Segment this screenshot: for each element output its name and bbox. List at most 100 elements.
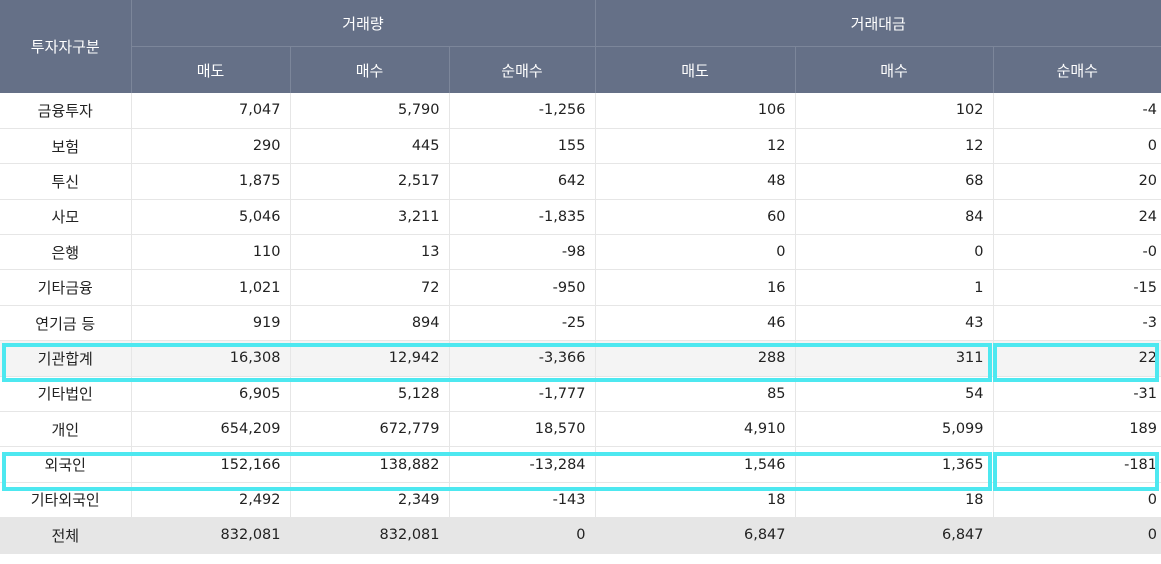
value-buy-cell: 0 <box>795 234 994 271</box>
value-buy-cell: 311 <box>795 340 994 377</box>
table-row: 외국인 152,166 138,882 -13,284 1,546 1,365 … <box>0 446 1161 483</box>
value-sell-cell: 16 <box>595 269 796 306</box>
table-row: 기타법인 6,905 5,128 -1,777 85 54 -31 <box>0 376 1161 413</box>
volume-net-cell: 18,570 <box>449 411 596 448</box>
value-buy-cell: 18 <box>795 482 994 519</box>
volume-net-cell: 0 <box>449 517 596 554</box>
volume-sell-cell: 110 <box>131 234 291 271</box>
volume-buy-cell: 3,211 <box>290 199 450 236</box>
volume-net-cell: -143 <box>449 482 596 519</box>
table-row: 사모 5,046 3,211 -1,835 60 84 24 <box>0 199 1161 236</box>
volume-net-cell: 155 <box>449 128 596 165</box>
value-sell-cell: 48 <box>595 163 796 200</box>
table-row: 보험 290 445 155 12 12 0 <box>0 128 1161 165</box>
volume-sell-cell: 2,492 <box>131 482 291 519</box>
row-label: 보험 <box>0 128 132 165</box>
row-label: 기타법인 <box>0 376 132 413</box>
value-net-cell: -0 <box>993 234 1161 271</box>
value-net-cell: 24 <box>993 199 1161 236</box>
volume-net-cell: -1,835 <box>449 199 596 236</box>
value-sell-cell: 288 <box>595 340 796 377</box>
row-label: 기타금융 <box>0 269 132 306</box>
row-label: 투신 <box>0 163 132 200</box>
volume-net-cell: -1,777 <box>449 376 596 413</box>
value-sell-cell: 0 <box>595 234 796 271</box>
header-volume-net: 순매수 <box>449 46 596 93</box>
row-label: 전체 <box>0 517 132 554</box>
value-net-cell: 20 <box>993 163 1161 200</box>
volume-sell-cell: 832,081 <box>131 517 291 554</box>
value-sell-cell: 60 <box>595 199 796 236</box>
header-value-sell: 매도 <box>595 46 796 93</box>
value-buy-cell: 1 <box>795 269 994 306</box>
volume-sell-cell: 7,047 <box>131 93 291 129</box>
volume-net-cell: -3,366 <box>449 340 596 377</box>
volume-buy-cell: 5,790 <box>290 93 450 129</box>
total-row: 전체 832,081 832,081 0 6,847 6,847 0 <box>0 517 1161 554</box>
row-label: 외국인 <box>0 446 132 483</box>
row-label: 기관합계 <box>0 340 132 377</box>
header-value-net: 순매수 <box>993 46 1161 93</box>
row-label: 사모 <box>0 199 132 236</box>
volume-sell-cell: 16,308 <box>131 340 291 377</box>
table-row: 기타외국인 2,492 2,349 -143 18 18 0 <box>0 482 1161 519</box>
table-body: 금융투자 7,047 5,790 -1,256 106 102 -4 보험 29… <box>0 93 1161 554</box>
value-sell-cell: 46 <box>595 305 796 342</box>
subtotal-row: 기관합계 16,308 12,942 -3,366 288 311 22 <box>0 340 1161 377</box>
value-net-cell: 0 <box>993 128 1161 165</box>
value-net-cell: -3 <box>993 305 1161 342</box>
value-net-cell: 0 <box>993 517 1161 554</box>
volume-sell-cell: 6,905 <box>131 376 291 413</box>
table-row: 개인 654,209 672,779 18,570 4,910 5,099 18… <box>0 411 1161 448</box>
value-buy-cell: 54 <box>795 376 994 413</box>
volume-net-cell: 642 <box>449 163 596 200</box>
value-buy-cell: 6,847 <box>795 517 994 554</box>
header-volume-sell: 매도 <box>131 46 291 93</box>
value-buy-cell: 5,099 <box>795 411 994 448</box>
header-value-buy: 매수 <box>795 46 994 93</box>
volume-sell-cell: 1,875 <box>131 163 291 200</box>
volume-buy-cell: 138,882 <box>290 446 450 483</box>
row-label: 기타외국인 <box>0 482 132 519</box>
volume-buy-cell: 5,128 <box>290 376 450 413</box>
value-buy-cell: 1,365 <box>795 446 994 483</box>
value-sell-cell: 12 <box>595 128 796 165</box>
row-label: 연기금 등 <box>0 305 132 342</box>
volume-buy-cell: 672,779 <box>290 411 450 448</box>
volume-sell-cell: 152,166 <box>131 446 291 483</box>
header-group-value: 거래대금 <box>595 0 1161 47</box>
header-volume-buy: 매수 <box>290 46 450 93</box>
row-label: 개인 <box>0 411 132 448</box>
volume-buy-cell: 2,517 <box>290 163 450 200</box>
table-row: 은행 110 13 -98 0 0 -0 <box>0 234 1161 271</box>
value-buy-cell: 102 <box>795 93 994 129</box>
value-net-cell: 189 <box>993 411 1161 448</box>
value-sell-cell: 6,847 <box>595 517 796 554</box>
value-net-cell: 22 <box>993 340 1161 377</box>
value-sell-cell: 106 <box>595 93 796 129</box>
volume-buy-cell: 445 <box>290 128 450 165</box>
volume-sell-cell: 1,021 <box>131 269 291 306</box>
table-row: 투신 1,875 2,517 642 48 68 20 <box>0 163 1161 200</box>
volume-buy-cell: 832,081 <box>290 517 450 554</box>
value-net-cell: -4 <box>993 93 1161 129</box>
value-buy-cell: 68 <box>795 163 994 200</box>
volume-net-cell: -13,284 <box>449 446 596 483</box>
volume-buy-cell: 2,349 <box>290 482 450 519</box>
volume-buy-cell: 72 <box>290 269 450 306</box>
value-net-cell: -181 <box>993 446 1161 483</box>
row-label: 은행 <box>0 234 132 271</box>
volume-sell-cell: 919 <box>131 305 291 342</box>
volume-buy-cell: 12,942 <box>290 340 450 377</box>
value-net-cell: 0 <box>993 482 1161 519</box>
row-label: 금융투자 <box>0 93 132 129</box>
table-row: 연기금 등 919 894 -25 46 43 -3 <box>0 305 1161 342</box>
table-row: 기타금융 1,021 72 -950 16 1 -15 <box>0 269 1161 306</box>
volume-net-cell: -25 <box>449 305 596 342</box>
header-investor-type: 투자자구분 <box>0 0 132 93</box>
value-buy-cell: 84 <box>795 199 994 236</box>
value-net-cell: -31 <box>993 376 1161 413</box>
value-buy-cell: 12 <box>795 128 994 165</box>
volume-sell-cell: 290 <box>131 128 291 165</box>
